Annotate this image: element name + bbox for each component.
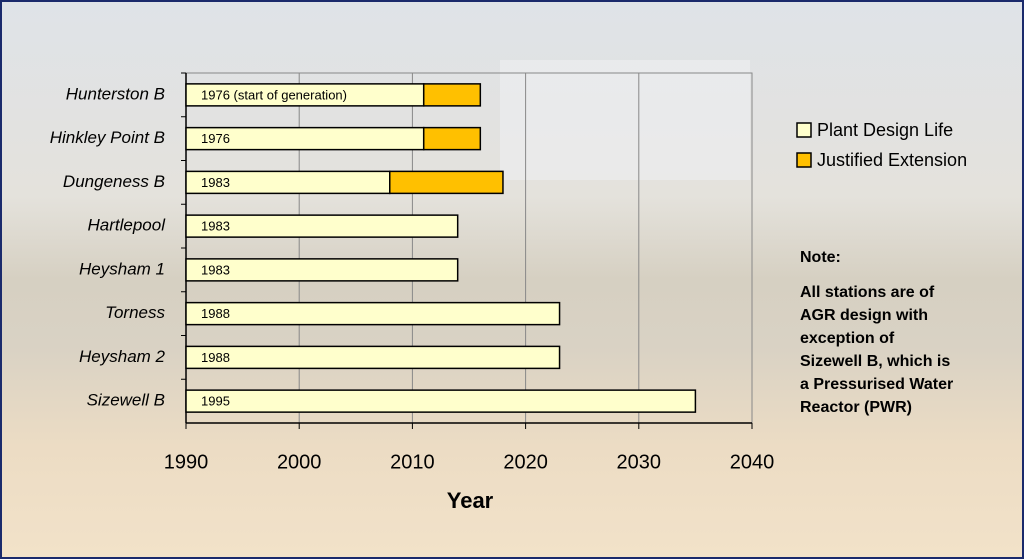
bar-label: 1983: [201, 175, 230, 190]
y-tick-label: Dungeness B: [63, 172, 165, 191]
note-line: Reactor (PWR): [800, 399, 912, 416]
legend-label: Plant Design Life: [817, 120, 953, 140]
x-tick-label: 1990: [164, 451, 209, 473]
y-tick-label: Heysham 2: [79, 347, 166, 366]
bar-label: 1976 (start of generation): [201, 87, 347, 102]
bar-segment: [185, 301, 561, 326]
y-tick-label: Heysham 1: [79, 259, 165, 278]
x-tick-label: 2020: [503, 451, 548, 473]
bar-segment: [389, 170, 504, 195]
bar-label: 1995: [201, 394, 230, 409]
bar-segment: [185, 214, 459, 238]
bar-label: 1988: [201, 350, 230, 365]
legend-swatch: [796, 152, 812, 168]
x-tick-label: 2000: [277, 451, 322, 473]
x-tick-label: 2040: [730, 451, 775, 473]
y-tick-label: Hunterston B: [66, 84, 165, 103]
x-axis-title: Year: [447, 488, 494, 513]
bar-label: 1976: [201, 131, 230, 146]
y-tick-label: Torness: [105, 303, 165, 322]
bar-label: 1988: [201, 306, 230, 321]
bar-segment: [422, 83, 482, 107]
note-line: Sizewell B, which is: [800, 353, 950, 370]
note-line: a Pressurised Water: [800, 376, 953, 393]
bar-label: 1983: [201, 219, 230, 234]
note-line: All stations are of: [800, 284, 935, 301]
bar-segment: [185, 345, 561, 370]
y-tick-label: Hartlepool: [88, 216, 167, 235]
x-tick-label: 2010: [390, 451, 435, 473]
bar-segment: [185, 389, 697, 413]
legend-swatch: [796, 122, 812, 138]
note-line: exception of: [800, 330, 895, 347]
building-hint: [500, 60, 750, 180]
legend-label: Justified Extension: [817, 150, 967, 170]
y-tick-label: Sizewell B: [87, 391, 165, 410]
x-tick-label: 2030: [617, 451, 662, 473]
bar-label: 1983: [201, 262, 230, 277]
bar-segment: [422, 126, 482, 151]
bar-segment: [185, 258, 459, 282]
y-tick-label: Hinkley Point B: [50, 128, 165, 147]
note-line: AGR design with: [800, 307, 928, 324]
note-title: Note:: [800, 249, 841, 266]
